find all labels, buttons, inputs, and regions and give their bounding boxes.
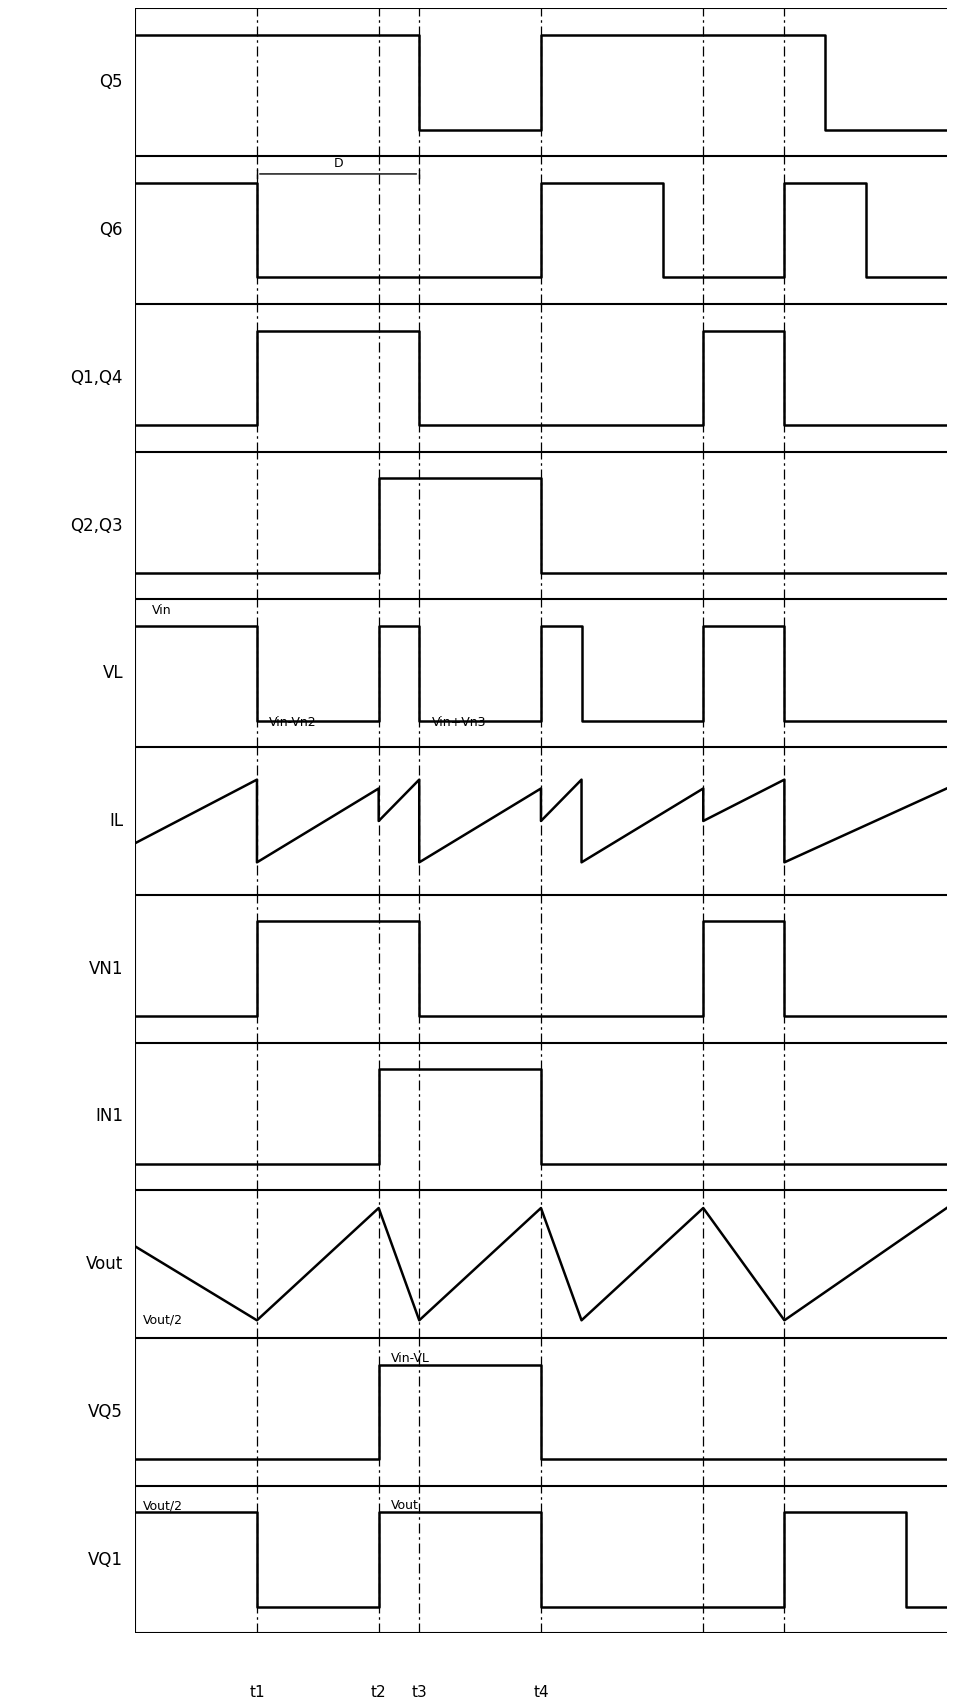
Text: t4: t4 <box>533 1684 549 1698</box>
Text: IN1: IN1 <box>95 1107 123 1126</box>
Text: D: D <box>333 156 343 170</box>
Text: Vin+Vn3: Vin+Vn3 <box>432 717 486 730</box>
Text: Vin: Vin <box>152 604 171 616</box>
Text: Vout/2: Vout/2 <box>143 1499 184 1513</box>
Text: Vout/2: Vout/2 <box>143 1313 184 1326</box>
Text: VN1: VN1 <box>89 959 123 978</box>
Text: Q6: Q6 <box>99 221 123 239</box>
Text: IL: IL <box>109 812 123 830</box>
Text: Vout: Vout <box>86 1255 123 1274</box>
Text: Vin-Vn2: Vin-Vn2 <box>270 717 317 730</box>
Text: VL: VL <box>102 664 123 683</box>
Text: t2: t2 <box>371 1684 386 1698</box>
Text: VQ1: VQ1 <box>88 1550 123 1569</box>
Text: Q5: Q5 <box>99 73 123 92</box>
Text: VQ5: VQ5 <box>88 1403 123 1421</box>
Text: t3: t3 <box>412 1684 427 1698</box>
Text: Vin-VL: Vin-VL <box>391 1352 430 1365</box>
Text: Q1,Q4: Q1,Q4 <box>71 368 123 387</box>
Text: t1: t1 <box>249 1684 265 1698</box>
Text: Vout: Vout <box>391 1499 418 1513</box>
Text: Q2,Q3: Q2,Q3 <box>71 516 123 535</box>
